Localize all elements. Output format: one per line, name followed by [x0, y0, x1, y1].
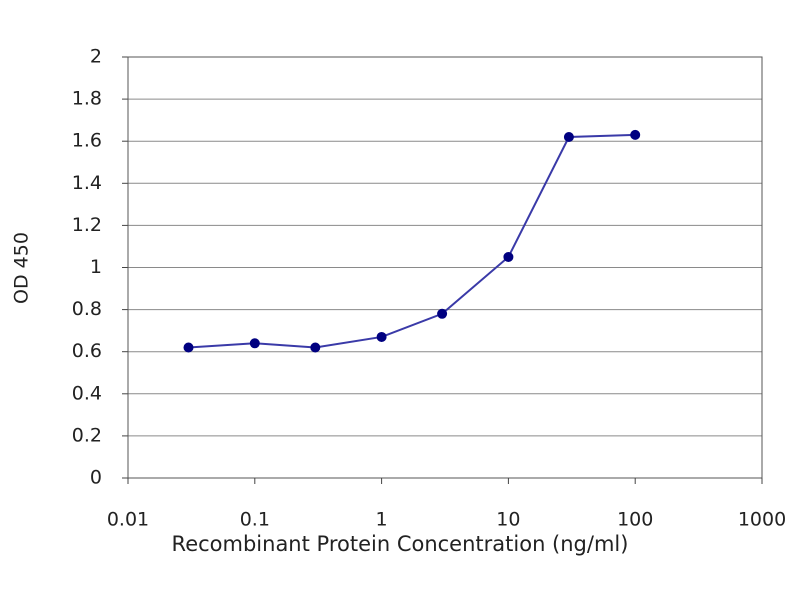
- y-tick-label: 0.4: [72, 382, 102, 404]
- plot-frame: [127, 56, 763, 479]
- y-tick-label: 0: [90, 467, 102, 489]
- y-tick-label: 1.6: [72, 130, 102, 152]
- y-tick-label: 1.8: [72, 88, 102, 110]
- y-tick-label: 0.2: [72, 424, 102, 446]
- data-point: [249, 338, 260, 349]
- data-point: [310, 342, 321, 353]
- data-point: [503, 251, 514, 262]
- x-tick-label: 0.01: [107, 509, 149, 531]
- x-tick-label: 10: [496, 509, 520, 531]
- data-point: [437, 308, 448, 319]
- y-axis-label: OD 450: [11, 232, 33, 304]
- x-tick-label: 0.1: [240, 509, 270, 531]
- y-tick-label: 1.2: [72, 214, 102, 236]
- x-tick-label: 1000: [738, 509, 786, 531]
- x-tick-label: 100: [617, 509, 653, 531]
- y-tick-label: 1.4: [72, 172, 102, 194]
- y-tick-label: 1: [90, 256, 102, 278]
- data-point: [630, 129, 641, 140]
- series-line: [188, 133, 636, 349]
- data-point: [563, 131, 574, 142]
- data-point: [376, 331, 387, 342]
- x-axis-label: Recombinant Protein Concentration (ng/ml…: [172, 532, 629, 556]
- y-tick-label: 2: [90, 46, 102, 68]
- x-tick-label: 1: [376, 509, 388, 531]
- data-point: [183, 342, 194, 353]
- y-tick-label: 0.8: [72, 298, 102, 320]
- y-tick-label: 0.6: [72, 340, 102, 362]
